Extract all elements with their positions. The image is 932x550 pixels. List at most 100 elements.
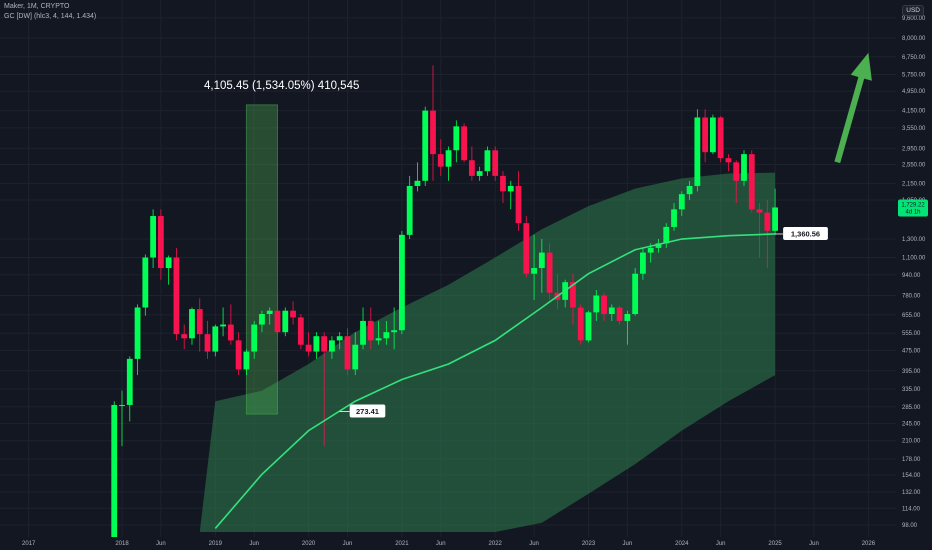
candle	[686, 180, 693, 200]
candle	[399, 230, 405, 335]
candle	[297, 314, 304, 350]
candle	[748, 150, 755, 213]
candle-body	[461, 126, 467, 161]
candle	[437, 139, 444, 176]
measure-label: 4,105.45 (1,534.05%) 410,545	[204, 80, 360, 92]
candle-body	[725, 158, 732, 163]
candle-body	[468, 160, 475, 176]
value-label: 1,360.56	[775, 226, 828, 240]
time-tick-label: Jun	[436, 541, 446, 547]
symbol-title[interactable]: Maker, 1M, CRYPTO	[4, 3, 70, 10]
candle	[220, 307, 226, 337]
candle	[189, 307, 195, 345]
candle-body	[220, 324, 226, 327]
candle-body	[189, 309, 195, 339]
candle	[313, 332, 320, 359]
candle	[142, 254, 149, 316]
candle	[165, 255, 172, 285]
candle	[476, 166, 483, 181]
candle	[134, 304, 141, 376]
price-tick-label: 245.00	[902, 422, 921, 428]
candle-body	[367, 320, 374, 341]
price-tick-label: 555.00	[902, 331, 921, 337]
time-tick-label: 2020	[302, 541, 316, 547]
value-label-text: 1,360.56	[791, 229, 820, 238]
candle-body	[305, 344, 312, 352]
candle	[290, 301, 296, 325]
candle-body	[538, 252, 545, 269]
candle	[266, 307, 273, 325]
candle-body	[266, 310, 273, 315]
candle	[601, 292, 607, 321]
channel-midline	[214, 233, 776, 529]
candle-body	[227, 324, 234, 341]
candle-body	[632, 273, 639, 315]
candle	[531, 234, 537, 300]
measure-rect	[245, 104, 278, 415]
candle-body	[251, 324, 258, 352]
time-tick-label: 2019	[209, 541, 223, 547]
candle	[616, 305, 623, 325]
candle-body	[360, 320, 366, 345]
value-label-box	[349, 404, 386, 418]
time-tick-label: Jun	[716, 541, 726, 547]
candle	[196, 298, 203, 352]
candle	[585, 310, 592, 343]
price-tick-label: 2,550.00	[902, 162, 926, 168]
candle	[507, 180, 514, 210]
candle	[632, 268, 639, 316]
candle-body	[235, 340, 242, 370]
measure-box	[245, 104, 278, 415]
price-tick-label: 940.00	[902, 273, 921, 279]
candle	[235, 332, 242, 376]
price-tick-label: 8,000.00	[902, 36, 926, 42]
candle	[344, 328, 351, 376]
candle-body	[383, 332, 390, 339]
candle	[733, 160, 740, 204]
candle-body	[399, 234, 405, 331]
price-axis: 9,600.00 8,000.00 6,750.00 5,750.00 4,950.00…	[896, 0, 932, 550]
candle	[445, 146, 452, 181]
candle-body	[406, 185, 413, 235]
candle	[181, 324, 188, 350]
candle-body	[492, 150, 499, 176]
candle-body	[655, 243, 662, 248]
candle	[523, 216, 530, 278]
time-tick-label: Jun	[156, 541, 166, 547]
currency-button[interactable]: USD	[902, 5, 924, 16]
candle-body	[119, 404, 125, 406]
candle	[375, 320, 382, 345]
price-tick-label: 395.00	[902, 369, 921, 375]
candle	[640, 247, 646, 280]
candle	[414, 162, 421, 192]
indicator-legend[interactable]: GC [DW] (hlc3, 4, 144, 1.434)	[4, 13, 97, 20]
candle	[484, 146, 491, 176]
candle-body	[126, 358, 133, 405]
candle-body	[430, 110, 436, 155]
candle-body	[329, 340, 335, 352]
price-tick-label: 285.00	[902, 405, 921, 411]
candle	[391, 307, 398, 350]
time-tick-label: Jun	[809, 541, 819, 547]
candle	[204, 320, 211, 359]
channel-band	[199, 172, 776, 532]
candle	[515, 171, 522, 231]
candle-body	[671, 209, 677, 227]
time-tick-label: 2023	[582, 541, 596, 547]
candle-body	[282, 310, 289, 333]
time-tick-label: Jun	[529, 541, 539, 547]
price-tick-label: 335.00	[902, 387, 921, 393]
value-label-box	[783, 226, 828, 240]
time-tick-label: 2017	[22, 541, 36, 547]
candle	[678, 191, 685, 217]
candle-body	[601, 295, 607, 315]
candle	[212, 324, 219, 357]
candle-body	[608, 307, 615, 315]
candle-body	[500, 175, 506, 192]
price-tick-label: 4,950.00	[902, 89, 926, 95]
last-price-countdown: 4d 1h	[905, 209, 920, 215]
price-tick-label: 475.00	[902, 348, 921, 354]
candle-body	[391, 330, 398, 333]
value-label-text: 273.41	[356, 407, 379, 416]
